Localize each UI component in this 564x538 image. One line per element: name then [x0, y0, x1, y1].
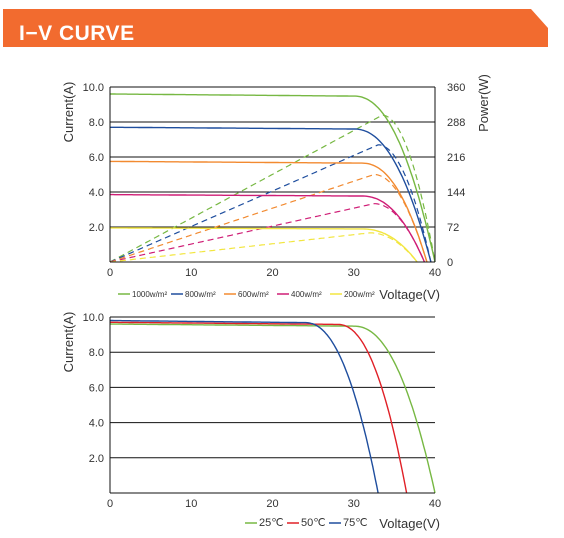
x-axis-label: Voltage(V)	[379, 516, 440, 531]
legend-label: 1000w/m²	[132, 290, 167, 299]
x-tick-label: 10	[185, 267, 197, 279]
x-tick-label: 20	[266, 267, 278, 279]
x-tick-label: 10	[185, 498, 197, 510]
page-title: I−V CURVE	[19, 22, 135, 45]
legend: 25℃ 50℃ 75℃	[245, 517, 368, 529]
y2-axis-label: Power(W)	[476, 74, 491, 132]
tick-labels: 2.0 4.0 6.0 8.0 10.0 0 10 20 30 40	[83, 312, 442, 510]
legend-label: 600w/m²	[238, 290, 269, 299]
power-curve	[109, 114, 436, 263]
x-tick-label: 30	[348, 498, 360, 510]
x-tick-label: 20	[266, 498, 278, 510]
legend-label: 25℃	[259, 517, 284, 529]
y-tick-label: 8.0	[89, 117, 104, 129]
y-tick-label: 10.0	[83, 82, 104, 94]
x-tick-label: 40	[429, 267, 441, 279]
y-tick-label: 10.0	[83, 312, 104, 324]
series-lines	[109, 319, 436, 494]
axes	[109, 87, 436, 263]
y-tick-label: 4.0	[89, 187, 104, 199]
y-tick-label: 8.0	[89, 347, 104, 359]
y-axis-label: Current(A)	[61, 82, 76, 143]
y2-tick-label: 72	[447, 222, 459, 234]
y2-tick-label: 360	[447, 82, 465, 94]
x-tick-label: 30	[348, 267, 360, 279]
x-axis-label: Voltage(V)	[379, 287, 440, 302]
y-tick-label: 2.0	[89, 222, 104, 234]
power-curve	[109, 232, 418, 263]
current-curve	[110, 321, 408, 494]
current-curve	[110, 319, 379, 494]
title-banner: I−V CURVE	[3, 9, 548, 47]
current-curve	[110, 160, 428, 263]
y-tick-label: 2.0	[89, 453, 104, 465]
axes	[109, 317, 435, 494]
legend-label: 50℃	[301, 517, 326, 529]
current-curve	[110, 227, 418, 263]
y2-tick-label: 216	[447, 152, 465, 164]
current-curve	[110, 126, 432, 263]
y-axis-label: Current(A)	[61, 312, 76, 373]
power-curve	[109, 173, 428, 263]
y-tick-label: 6.0	[89, 152, 104, 164]
y2-tick-label: 0	[447, 257, 453, 269]
y-tick-label: 4.0	[89, 418, 104, 430]
legend-label: 75℃	[343, 517, 368, 529]
legend: 1000w/m² 800w/m² 600w/m² 400w/m² 200w/m²	[118, 290, 375, 299]
grid-lines	[110, 86, 435, 228]
y2-tick-label: 288	[447, 117, 465, 129]
power-curve	[109, 203, 425, 263]
tick-labels: 2.0 4.0 6.0 8.0 10.0 0 10 20 30 40 0 72 144 216 288 360	[83, 82, 466, 279]
power-curve	[109, 144, 432, 263]
x-tick-label: 0	[107, 498, 113, 510]
legend-label: 800w/m²	[185, 290, 216, 299]
x-tick-label: 40	[429, 498, 441, 510]
banner-shape	[3, 9, 548, 47]
y-tick-label: 6.0	[89, 382, 104, 394]
x-tick-label: 0	[107, 267, 113, 279]
legend-label: 400w/m²	[291, 290, 322, 299]
current-curve	[110, 193, 426, 263]
current-curve	[109, 323, 436, 494]
current-curve	[110, 93, 436, 263]
grid-lines	[110, 316, 435, 459]
legend-label: 200w/m²	[344, 290, 375, 299]
y2-tick-label: 144	[447, 187, 465, 199]
series-lines	[109, 93, 436, 263]
